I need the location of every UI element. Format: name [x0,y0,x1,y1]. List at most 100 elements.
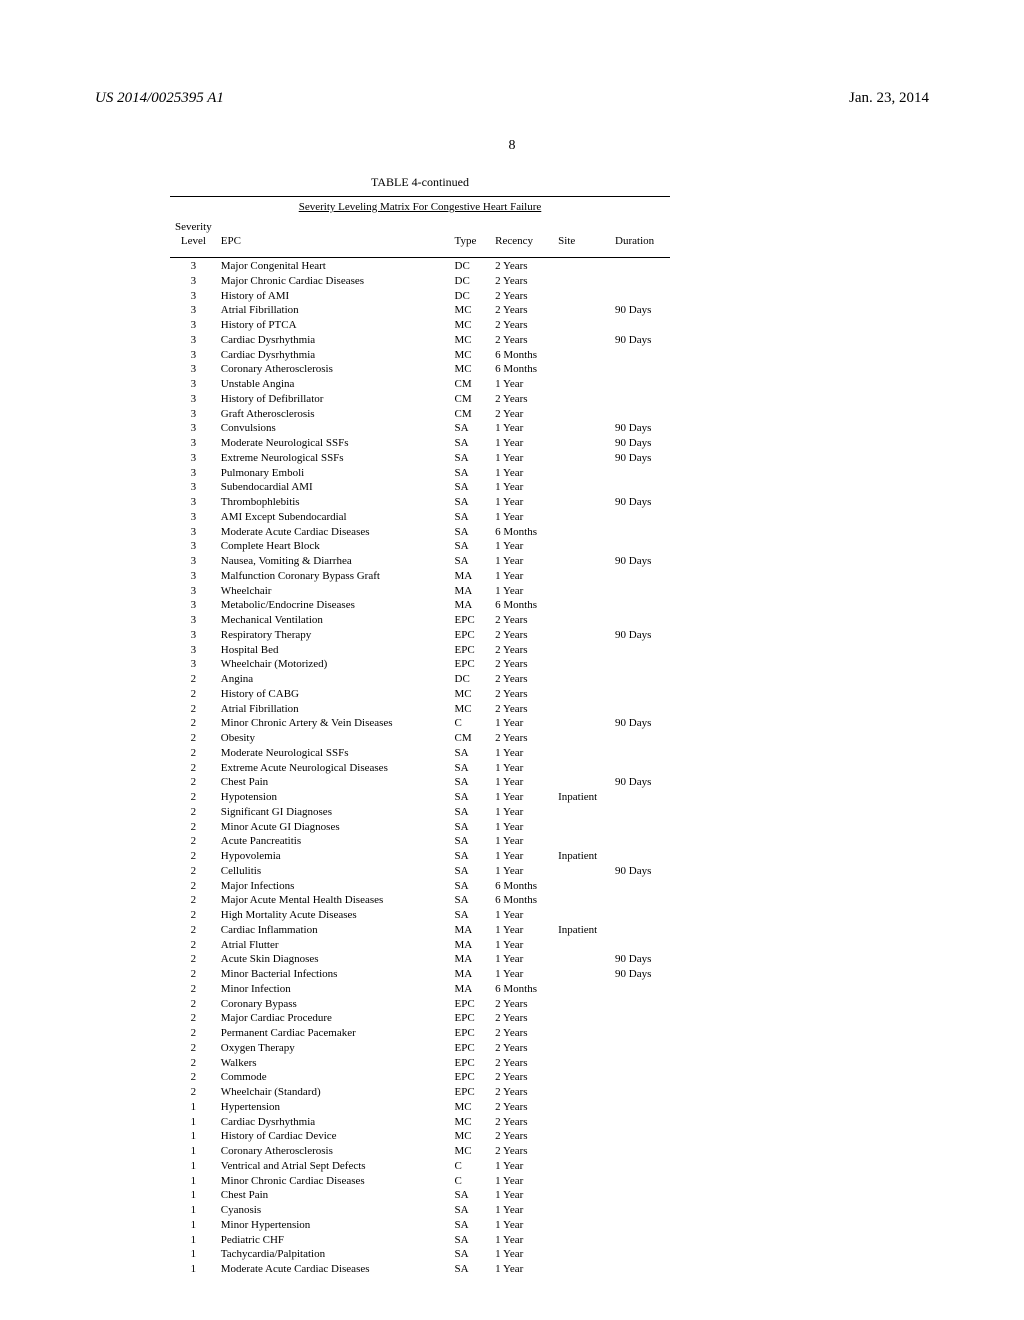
cell-type: SA [453,746,494,761]
table-row: 3Moderate Neurological SSFsSA1 Year90 Da… [170,437,670,452]
cell-type: EPC [453,1056,494,1071]
page-number: 8 [509,138,516,154]
cell-site [556,599,613,614]
cell-recency: 2 Years [493,1130,556,1145]
cell-site [556,1218,613,1233]
cell-type: SA [453,481,494,496]
cell-duration [613,850,670,865]
cell-site [556,982,613,997]
cell-recency: 1 Year [493,451,556,466]
cell-epc: Commode [219,1071,453,1086]
cell-recency: 1 Year [493,1204,556,1219]
cell-duration: 90 Days [613,333,670,348]
cell-epc: Ventrical and Atrial Sept Defects [219,1159,453,1174]
cell-recency: 2 Years [493,1041,556,1056]
table-row: 3ThrombophlebitisSA1 Year90 Days [170,496,670,511]
table-row: 3WheelchairMA1 Year [170,584,670,599]
cell-level: 3 [170,496,219,511]
cell-recency: 1 Year [493,953,556,968]
cell-level: 3 [170,555,219,570]
cell-level: 2 [170,1071,219,1086]
cell-level: 3 [170,584,219,599]
table-row: 3Major Congenital HeartDC2 Years [170,260,670,275]
cell-site [556,717,613,732]
cell-epc: Tachycardia/Palpitation [219,1248,453,1263]
cell-level: 3 [170,304,219,319]
table-row: 1History of Cardiac DeviceMC2 Years [170,1130,670,1145]
cell-duration [613,894,670,909]
table-row: 1Moderate Acute Cardiac DiseasesSA1 Year [170,1263,670,1278]
cell-type: EPC [453,1012,494,1027]
cell-duration [613,982,670,997]
cell-recency: 2 Years [493,319,556,334]
col-header-duration: Duration [613,219,670,255]
cell-recency: 6 Months [493,879,556,894]
table-row: 2Major Acute Mental Health DiseasesSA6 M… [170,894,670,909]
cell-epc: History of CABG [219,687,453,702]
cell-level: 2 [170,1012,219,1027]
cell-type: SA [453,864,494,879]
cell-site [556,304,613,319]
cell-epc: Metabolic/Endocrine Diseases [219,599,453,614]
cell-recency: 2 Years [493,643,556,658]
table-row: 3Moderate Acute Cardiac DiseasesSA6 Mont… [170,525,670,540]
table-row: 3Pulmonary EmboliSA1 Year [170,466,670,481]
cell-type: MC [453,304,494,319]
cell-recency: 2 Years [493,392,556,407]
cell-duration: 90 Days [613,776,670,791]
cell-epc: Hypotension [219,791,453,806]
cell-site [556,319,613,334]
cell-level: 2 [170,732,219,747]
cell-recency: 1 Year [493,835,556,850]
cell-site [556,1248,613,1263]
cell-recency: 1 Year [493,805,556,820]
cell-type: MA [453,923,494,938]
cell-type: SA [453,540,494,555]
table-row: 3Wheelchair (Motorized)EPC2 Years [170,658,670,673]
cell-level: 2 [170,923,219,938]
cell-duration [613,879,670,894]
col-header-site: Site [556,219,613,255]
cell-level: 2 [170,791,219,806]
cell-duration: 90 Days [613,451,670,466]
cell-type: SA [453,1204,494,1219]
cell-recency: 2 Years [493,702,556,717]
cell-level: 3 [170,407,219,422]
cell-type: MC [453,319,494,334]
cell-type: MC [453,687,494,702]
cell-recency: 1 Year [493,1263,556,1278]
cell-site [556,1041,613,1056]
cell-epc: History of Cardiac Device [219,1130,453,1145]
cell-type: C [453,717,494,732]
cell-duration [613,1027,670,1042]
table-row: 2History of CABGMC2 Years [170,687,670,702]
cell-epc: Pediatric CHF [219,1233,453,1248]
cell-recency: 2 Years [493,658,556,673]
cell-duration [613,274,670,289]
cell-level: 2 [170,968,219,983]
cell-recency: 1 Year [493,761,556,776]
cell-recency: 2 Years [493,997,556,1012]
cell-epc: Minor Infection [219,982,453,997]
table-row: 1Coronary AtherosclerosisMC2 Years [170,1145,670,1160]
cell-level: 3 [170,569,219,584]
col-header-type: Type [453,219,494,255]
cell-duration [613,614,670,629]
table-row: 2Cardiac InflammationMA1 YearInpatient [170,923,670,938]
cell-site [556,510,613,525]
cell-duration [613,1086,670,1101]
cell-level: 2 [170,805,219,820]
cell-site [556,451,613,466]
cell-epc: History of Defibrillator [219,392,453,407]
cell-level: 1 [170,1248,219,1263]
cell-duration: 90 Days [613,437,670,452]
cell-type: SA [453,835,494,850]
cell-type: SA [453,805,494,820]
cell-duration [613,525,670,540]
cell-site [556,864,613,879]
cell-recency: 1 Year [493,776,556,791]
cell-epc: Cellulitis [219,864,453,879]
cell-recency: 1 Year [493,496,556,511]
cell-site [556,466,613,481]
cell-level: 2 [170,746,219,761]
